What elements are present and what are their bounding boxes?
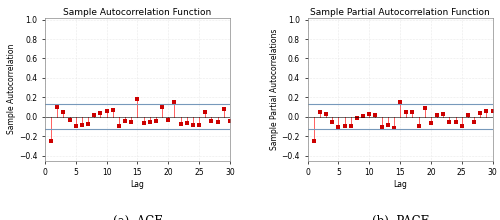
X-axis label: Lag: Lag bbox=[130, 180, 144, 189]
Text: (b)  PACF: (b) PACF bbox=[372, 215, 428, 220]
Title: Sample Autocorrelation Function: Sample Autocorrelation Function bbox=[64, 8, 212, 17]
Y-axis label: Sample Partial Autocorrelations: Sample Partial Autocorrelations bbox=[270, 28, 278, 150]
X-axis label: Lag: Lag bbox=[393, 180, 407, 189]
Text: (a)  ACF: (a) ACF bbox=[112, 215, 162, 220]
Y-axis label: Sample Autocorrelation: Sample Autocorrelation bbox=[7, 44, 16, 134]
Title: Sample Partial Autocorrelation Function: Sample Partial Autocorrelation Function bbox=[310, 8, 490, 17]
